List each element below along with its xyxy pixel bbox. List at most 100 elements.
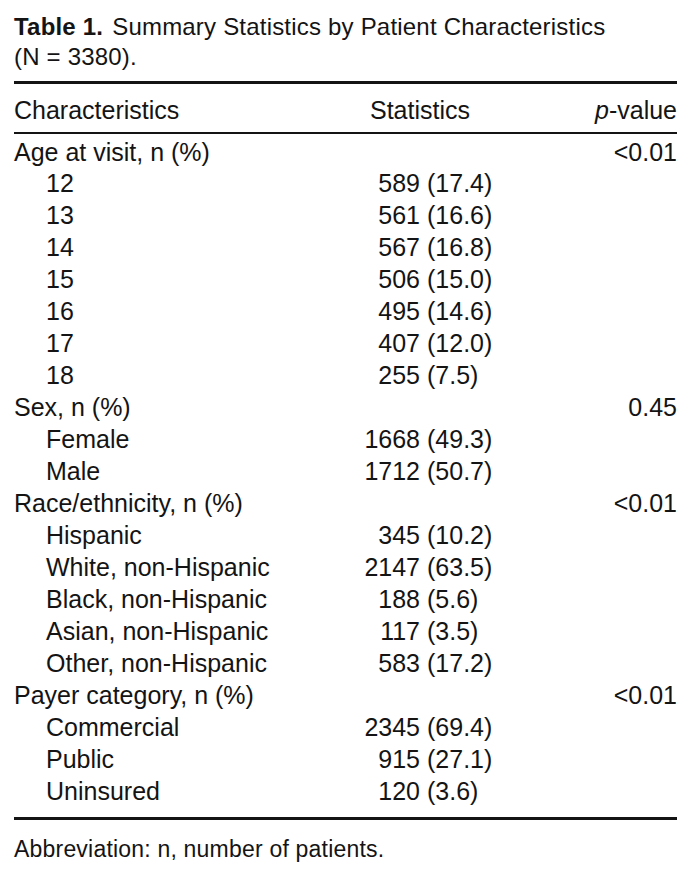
table-row: Male 1712(50.7) (14, 455, 677, 487)
table-row: 13 561(16.6) (14, 199, 677, 231)
row-percent: (10.2) (427, 521, 492, 550)
row-label: Public (14, 743, 344, 775)
table-row: Asian, non-Hispanic 117(3.5) (14, 615, 677, 647)
row-statistic: 2147(63.5) (344, 551, 544, 583)
table-row: 16 495(14.6) (14, 295, 677, 327)
row-statistic: 255(7.5) (344, 359, 544, 391)
row-pvalue (544, 519, 677, 551)
row-pvalue (544, 199, 677, 231)
row-label: 12 (14, 167, 344, 199)
row-pvalue: 0.45 (544, 391, 677, 423)
row-percent: (17.4) (427, 169, 492, 198)
bottom-rule (14, 817, 677, 820)
row-pvalue: <0.01 (544, 679, 677, 711)
row-count: 2147 (344, 553, 420, 582)
header-row: Characteristics Statistics p-value (14, 84, 677, 133)
table-title-line1: Table 1.Summary Statistics by Patient Ch… (14, 12, 677, 42)
row-pvalue (544, 455, 677, 487)
table-row: White, non-Hispanic 2147(63.5) (14, 551, 677, 583)
row-label: Hispanic (14, 519, 344, 551)
table-row: 18 255(7.5) (14, 359, 677, 391)
table-row: 15 506(15.0) (14, 263, 677, 295)
table-row: Race/ethnicity, n (%) <0.01 (14, 487, 677, 519)
row-pvalue (544, 615, 677, 647)
row-statistic: 506(15.0) (344, 263, 544, 295)
row-statistic: 567(16.8) (344, 231, 544, 263)
row-pvalue (544, 711, 677, 743)
row-count: 567 (344, 233, 420, 262)
column-header-characteristics: Characteristics (14, 84, 344, 133)
table-row: 12 589(17.4) (14, 167, 677, 199)
row-pvalue: <0.01 (544, 487, 677, 519)
row-percent: (16.6) (427, 201, 492, 230)
row-label: Race/ethnicity, n (%) (14, 487, 344, 519)
row-label: Sex, n (%) (14, 391, 344, 423)
table-row: 14 567(16.8) (14, 231, 677, 263)
row-pvalue (544, 327, 677, 359)
row-statistic (344, 487, 544, 519)
table-row: Age at visit, n (%) <0.01 (14, 133, 677, 167)
row-label: Age at visit, n (%) (14, 133, 344, 167)
table-row: Hispanic 345(10.2) (14, 519, 677, 551)
row-count: 120 (344, 777, 420, 806)
row-percent: (16.8) (427, 233, 492, 262)
row-label: Payer category, n (%) (14, 679, 344, 711)
row-pvalue: <0.01 (544, 133, 677, 167)
row-label: Uninsured (14, 775, 344, 807)
row-statistic: 2345(69.4) (344, 711, 544, 743)
row-pvalue (544, 359, 677, 391)
row-statistic: 117(3.5) (344, 615, 544, 647)
row-statistic: 1668(49.3) (344, 423, 544, 455)
row-label: 16 (14, 295, 344, 327)
row-statistic: 915(27.1) (344, 743, 544, 775)
row-count: 506 (344, 265, 420, 294)
row-statistic: 1712(50.7) (344, 455, 544, 487)
row-count: 915 (344, 745, 420, 774)
row-count: 407 (344, 329, 420, 358)
row-statistic (344, 679, 544, 711)
row-label: Female (14, 423, 344, 455)
table-number-label: Table 1. (14, 13, 103, 40)
row-percent: (49.3) (427, 425, 492, 454)
footnote: Abbreviation: n, number of patients. (14, 836, 677, 863)
row-percent: (69.4) (427, 713, 492, 742)
row-pvalue (544, 647, 677, 679)
row-count: 495 (344, 297, 420, 326)
row-statistic: 407(12.0) (344, 327, 544, 359)
row-statistic: 495(14.6) (344, 295, 544, 327)
column-header-statistics: Statistics (344, 84, 544, 133)
row-pvalue (544, 263, 677, 295)
table-row: Other, non-Hispanic 583(17.2) (14, 647, 677, 679)
row-label: Other, non-Hispanic (14, 647, 344, 679)
row-percent: (15.0) (427, 265, 492, 294)
row-count: 117 (344, 617, 420, 646)
table-row: Black, non-Hispanic 188(5.6) (14, 583, 677, 615)
row-count: 561 (344, 201, 420, 230)
paper-table-figure: Table 1.Summary Statistics by Patient Ch… (0, 0, 692, 877)
row-label: 15 (14, 263, 344, 295)
row-percent: (63.5) (427, 553, 492, 582)
row-label: 14 (14, 231, 344, 263)
table-body: Age at visit, n (%) <0.01 12 589(17.4) 1… (14, 133, 677, 807)
row-pvalue (544, 743, 677, 775)
row-percent: (5.6) (427, 585, 478, 614)
row-label: White, non-Hispanic (14, 551, 344, 583)
row-label: 18 (14, 359, 344, 391)
row-statistic: 589(17.4) (344, 167, 544, 199)
row-count: 1712 (344, 457, 420, 486)
row-count: 255 (344, 361, 420, 390)
table-row: Public 915(27.1) (14, 743, 677, 775)
pvalue-italic-p: p (595, 96, 609, 124)
table-row: Payer category, n (%) <0.01 (14, 679, 677, 711)
row-statistic: 188(5.6) (344, 583, 544, 615)
row-statistic: 345(10.2) (344, 519, 544, 551)
row-percent: (12.0) (427, 329, 492, 358)
row-pvalue (544, 551, 677, 583)
row-pvalue (544, 583, 677, 615)
table-title: Table 1.Summary Statistics by Patient Ch… (14, 12, 677, 72)
summary-table: Characteristics Statistics p-value Age a… (14, 84, 677, 807)
row-count: 188 (344, 585, 420, 614)
row-label: Male (14, 455, 344, 487)
row-percent: (7.5) (427, 361, 478, 390)
row-percent: (3.5) (427, 617, 478, 646)
